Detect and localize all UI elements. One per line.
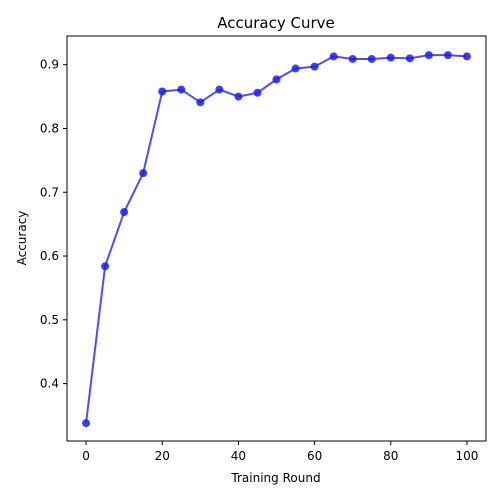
data-point xyxy=(405,54,414,63)
series-layer xyxy=(82,51,471,428)
data-point xyxy=(424,51,433,60)
x-tick-label: 100 xyxy=(456,449,479,463)
data-point xyxy=(291,64,300,73)
data-point xyxy=(101,262,110,271)
data-point xyxy=(215,85,224,94)
data-point xyxy=(272,75,281,84)
data-point xyxy=(348,54,357,63)
x-tick-label: 40 xyxy=(231,449,246,463)
data-point xyxy=(234,92,243,101)
data-point xyxy=(329,52,338,61)
plot-area: 0 20 40 60 80 100 0.4 0.5 0.6 0.7 0.8 0.9 xyxy=(40,35,487,463)
plot-frame xyxy=(66,35,487,442)
y-axis-ticks: 0.4 0.5 0.6 0.7 0.8 0.9 xyxy=(40,58,67,391)
y-tick-label: 0.6 xyxy=(40,249,59,263)
data-point xyxy=(82,419,91,428)
data-point xyxy=(310,62,319,71)
y-tick-label: 0.9 xyxy=(40,58,59,72)
y-tick-label: 0.8 xyxy=(40,121,59,135)
x-tick-label: 60 xyxy=(307,449,322,463)
x-tick-label: 20 xyxy=(155,449,170,463)
data-point xyxy=(120,208,129,217)
data-point xyxy=(139,169,148,178)
x-axis-label: Training Round xyxy=(230,471,320,485)
x-tick-label: 0 xyxy=(82,449,90,463)
y-tick-label: 0.5 xyxy=(40,313,59,327)
series-line xyxy=(85,54,468,424)
y-axis-label: Accuracy xyxy=(15,211,29,266)
data-point xyxy=(177,85,186,94)
data-point xyxy=(443,51,452,60)
data-point xyxy=(196,98,205,107)
data-point xyxy=(367,54,376,63)
y-tick-label: 0.7 xyxy=(40,185,59,199)
data-point xyxy=(462,52,471,61)
x-tick-label: 80 xyxy=(383,449,398,463)
x-axis-ticks: 0 20 40 60 80 100 xyxy=(82,441,478,463)
data-point xyxy=(386,53,395,62)
y-tick-label: 0.4 xyxy=(40,377,59,391)
chart-title: Accuracy Curve xyxy=(217,14,335,32)
data-point xyxy=(158,87,167,96)
data-point xyxy=(253,88,262,97)
